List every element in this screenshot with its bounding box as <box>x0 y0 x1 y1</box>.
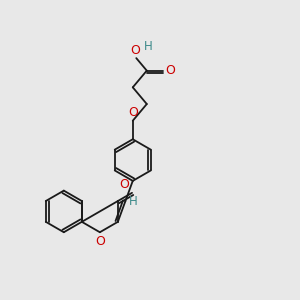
Text: O: O <box>130 44 140 57</box>
Text: O: O <box>119 178 129 191</box>
Text: H: H <box>144 40 153 53</box>
Text: O: O <box>95 235 105 248</box>
Text: O: O <box>128 106 138 119</box>
Text: O: O <box>165 64 175 77</box>
Text: H: H <box>129 195 138 208</box>
